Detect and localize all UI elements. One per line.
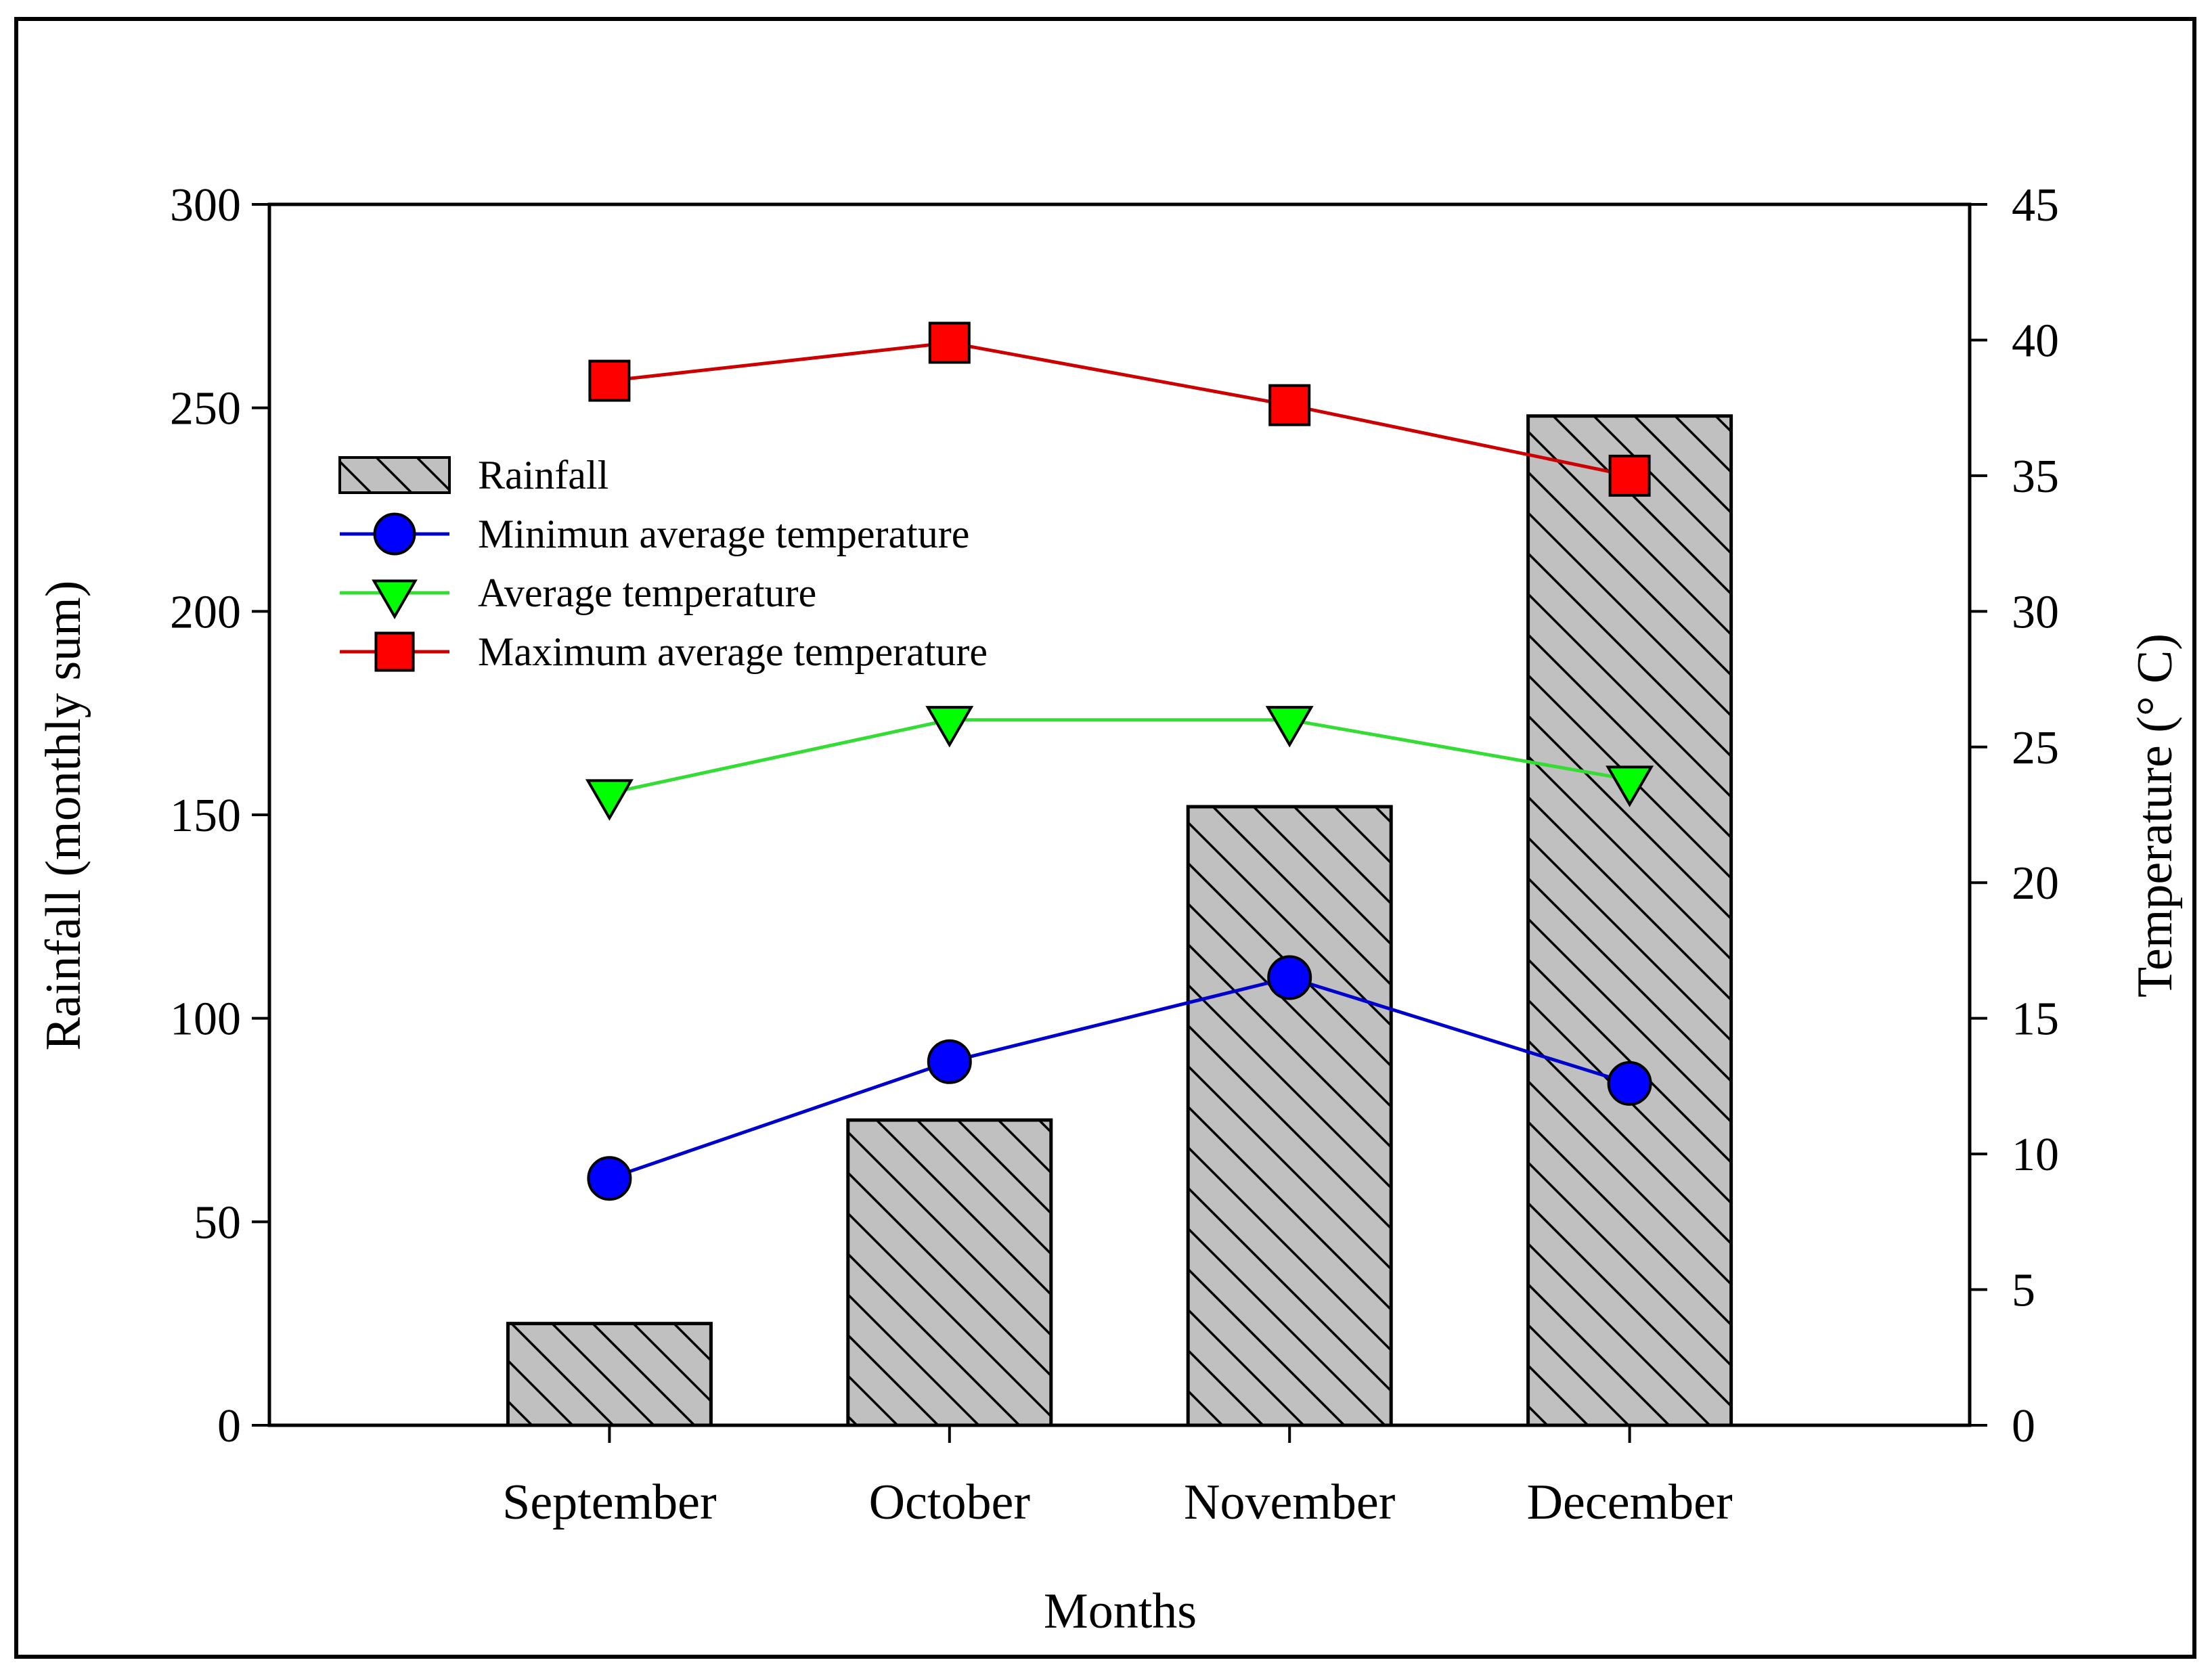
legend-label-average-temperature: Average temperature bbox=[478, 571, 816, 615]
x-tick-label-december: December bbox=[1527, 1475, 1733, 1530]
point-minimun-average-temperature-december bbox=[1607, 1060, 1652, 1106]
legend-marker-maximum-average-temperature bbox=[374, 631, 415, 672]
y2-tick-label: 35 bbox=[2012, 451, 2059, 503]
y2-tick-label: 15 bbox=[2012, 993, 2059, 1046]
bar-rainfall-september bbox=[506, 1322, 713, 1427]
y2-tick-label: 45 bbox=[2012, 179, 2059, 231]
figure-border bbox=[14, 17, 2196, 1659]
legend-label-maximum-average-temperature: Maximum average temperature bbox=[478, 629, 988, 674]
point-minimun-average-temperature-october bbox=[927, 1039, 972, 1084]
line-minimun-average-temperature bbox=[609, 975, 1631, 1180]
y2-tick-label: 10 bbox=[2012, 1129, 2059, 1181]
line-average-temperature bbox=[609, 718, 1631, 795]
bar-rainfall-october bbox=[846, 1118, 1053, 1427]
point-minimun-average-temperature-november bbox=[1267, 955, 1312, 1000]
y2-tick-label: 20 bbox=[2012, 857, 2059, 910]
y2-tick-label: 0 bbox=[2012, 1400, 2035, 1452]
y-tick-label: 100 bbox=[170, 993, 241, 1046]
bar-rainfall-november bbox=[1186, 805, 1393, 1427]
legend-marker-average-temperature bbox=[372, 579, 418, 619]
y2-tick-label: 25 bbox=[2012, 722, 2059, 774]
y-tick-label: 150 bbox=[170, 790, 241, 842]
y-tick-label: 250 bbox=[170, 383, 241, 435]
legend: Rainfall Minimun average temperature Avera… bbox=[338, 453, 988, 674]
legend-label-minimun-average-temperature: Minimun average temperature bbox=[478, 512, 969, 556]
point-average-temperature-november bbox=[1265, 706, 1314, 748]
x-tick-label-november: November bbox=[1184, 1475, 1395, 1530]
y-tick-label: 50 bbox=[194, 1197, 241, 1249]
y-tick-label: 0 bbox=[217, 1400, 241, 1452]
point-minimun-average-temperature-september bbox=[587, 1156, 632, 1201]
y-tick-label: 200 bbox=[170, 586, 241, 638]
y-tick-label: 300 bbox=[170, 179, 241, 231]
x-axis-title: Months bbox=[1044, 1584, 1197, 1639]
point-maximum-average-temperature-october bbox=[928, 321, 971, 364]
line-maximum-average-temperature bbox=[609, 340, 1631, 478]
legend-label-rainfall: Rainfall bbox=[478, 453, 609, 497]
point-maximum-average-temperature-december bbox=[1608, 454, 1651, 497]
bar-rainfall-december bbox=[1526, 414, 1733, 1427]
point-maximum-average-temperature-september bbox=[588, 359, 631, 402]
legend-swatch-rainfall bbox=[338, 456, 451, 494]
y2-tick-label: 40 bbox=[2012, 315, 2059, 367]
y2-tick-label: 5 bbox=[2012, 1265, 2035, 1317]
x-tick-label-september: September bbox=[502, 1475, 716, 1530]
y-axis-title: Rainfall (monthly sum) bbox=[36, 581, 91, 1051]
point-average-temperature-october bbox=[925, 706, 974, 748]
y2-axis-title: Temperature (° C) bbox=[2127, 633, 2183, 998]
point-maximum-average-temperature-november bbox=[1268, 384, 1311, 426]
point-average-temperature-september bbox=[585, 779, 634, 821]
x-tick-label-october: October bbox=[869, 1475, 1030, 1530]
y2-tick-label: 30 bbox=[2012, 586, 2059, 638]
legend-marker-minimun-average-temperature bbox=[373, 512, 416, 556]
point-average-temperature-december bbox=[1606, 765, 1654, 807]
